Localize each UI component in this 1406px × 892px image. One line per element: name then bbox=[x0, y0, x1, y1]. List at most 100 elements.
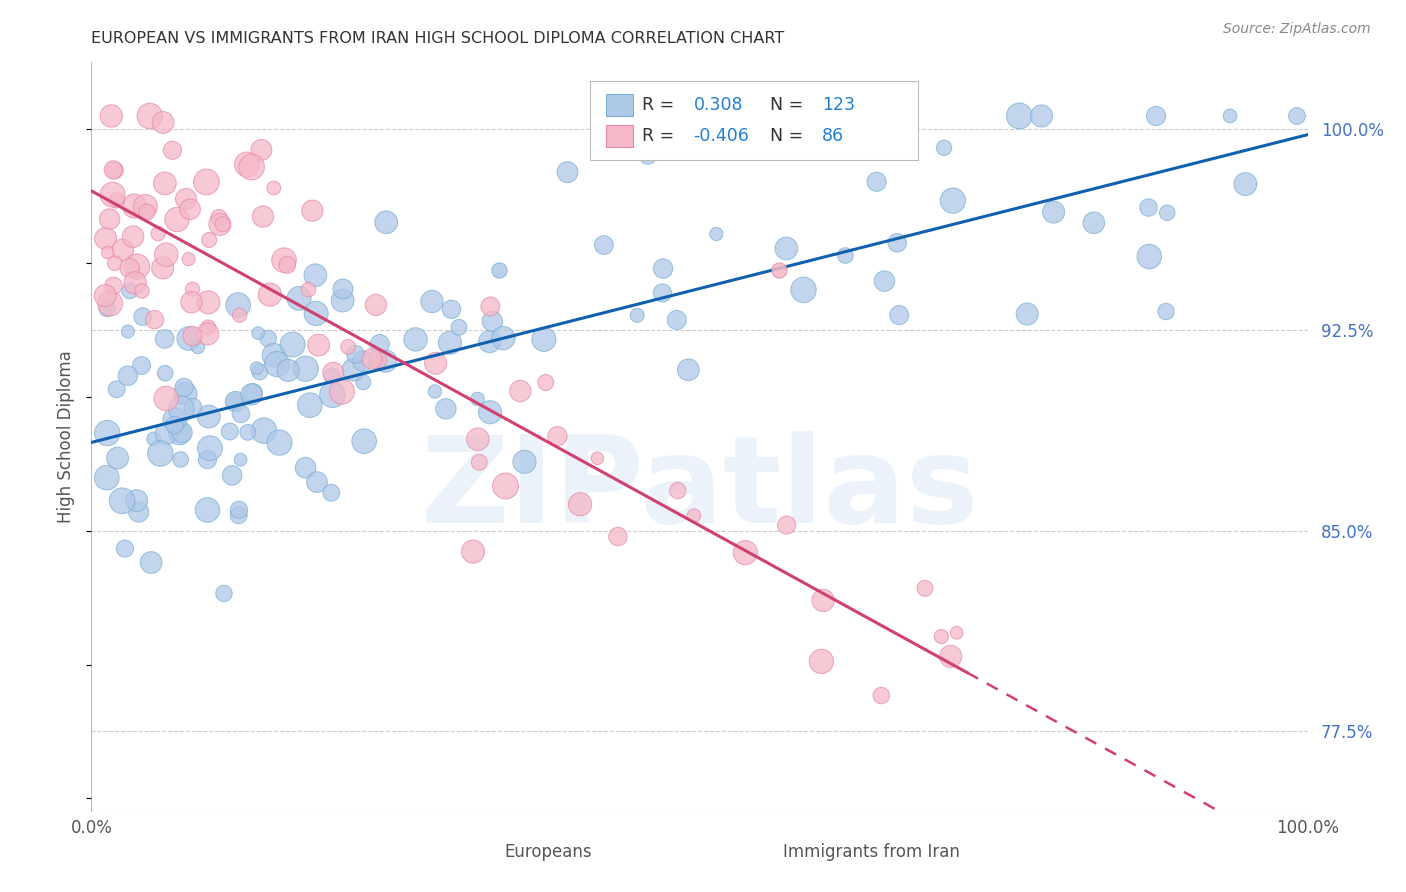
Point bbox=[96, 425, 118, 440]
Point bbox=[277, 363, 299, 377]
Text: ZIPatlas: ZIPatlas bbox=[420, 431, 979, 548]
Point bbox=[236, 425, 259, 440]
Text: 123: 123 bbox=[823, 96, 855, 114]
Point bbox=[153, 177, 176, 191]
Point bbox=[98, 212, 121, 227]
Point bbox=[361, 351, 384, 366]
Point bbox=[586, 451, 609, 466]
Point bbox=[139, 109, 162, 123]
Point bbox=[177, 252, 200, 266]
Point bbox=[353, 434, 375, 449]
Text: N =: N = bbox=[770, 96, 803, 114]
Point bbox=[221, 468, 243, 483]
Point bbox=[637, 148, 659, 162]
Point bbox=[792, 283, 814, 297]
Text: R =: R = bbox=[643, 127, 675, 145]
Point bbox=[103, 278, 125, 293]
Point bbox=[626, 308, 648, 322]
Point bbox=[253, 424, 276, 438]
Point bbox=[218, 425, 240, 439]
Point bbox=[683, 508, 706, 523]
Point bbox=[197, 295, 219, 310]
Point bbox=[810, 655, 832, 669]
Point bbox=[332, 282, 354, 296]
Point bbox=[198, 233, 221, 247]
Point bbox=[177, 331, 200, 345]
Point bbox=[259, 287, 281, 301]
Point bbox=[405, 333, 427, 347]
Point bbox=[775, 242, 797, 256]
Point bbox=[1234, 177, 1257, 191]
Point bbox=[111, 493, 134, 508]
Point bbox=[776, 518, 799, 533]
Point bbox=[114, 541, 136, 556]
Point bbox=[557, 165, 579, 179]
Bar bbox=[606, 125, 633, 147]
Text: 86: 86 bbox=[823, 127, 845, 145]
Point bbox=[592, 238, 614, 252]
Point bbox=[169, 426, 191, 441]
Point bbox=[174, 192, 197, 206]
Point bbox=[945, 625, 967, 640]
Point bbox=[128, 505, 150, 519]
Point bbox=[478, 334, 501, 349]
Point bbox=[149, 446, 172, 460]
Point bbox=[139, 556, 162, 570]
Point bbox=[678, 363, 700, 377]
Point bbox=[197, 452, 219, 467]
Point bbox=[246, 361, 269, 376]
Point bbox=[134, 199, 156, 213]
Point bbox=[294, 361, 316, 376]
Point bbox=[224, 394, 246, 409]
Text: 0.308: 0.308 bbox=[693, 96, 742, 114]
Point bbox=[266, 357, 288, 371]
Point bbox=[163, 412, 186, 426]
Point bbox=[181, 329, 204, 343]
Point bbox=[124, 199, 146, 213]
Point bbox=[1008, 109, 1031, 123]
Point bbox=[226, 298, 249, 312]
Point bbox=[364, 298, 387, 312]
Point bbox=[1137, 250, 1160, 264]
Point bbox=[146, 227, 169, 241]
Point bbox=[197, 326, 219, 341]
Point bbox=[297, 283, 319, 297]
Point bbox=[294, 460, 316, 475]
Point bbox=[240, 160, 263, 174]
Point bbox=[546, 429, 568, 443]
Point bbox=[101, 187, 124, 202]
Point bbox=[652, 261, 675, 276]
Point bbox=[492, 331, 515, 345]
Point bbox=[932, 141, 955, 155]
Point bbox=[434, 401, 457, 416]
Point bbox=[118, 284, 141, 298]
Point bbox=[1285, 109, 1308, 123]
Point bbox=[187, 340, 209, 354]
Point bbox=[105, 382, 128, 396]
Point bbox=[236, 157, 259, 171]
Point bbox=[1144, 109, 1167, 123]
Point bbox=[211, 217, 233, 231]
Point bbox=[228, 503, 250, 517]
Point bbox=[169, 452, 191, 467]
Point bbox=[94, 231, 117, 245]
Point bbox=[122, 229, 145, 244]
Text: Immigrants from Iran: Immigrants from Iran bbox=[783, 843, 960, 861]
FancyBboxPatch shape bbox=[591, 81, 918, 160]
Point bbox=[97, 245, 120, 260]
Point bbox=[447, 320, 470, 334]
Y-axis label: High School Diploma: High School Diploma bbox=[58, 351, 76, 524]
Bar bbox=[606, 94, 633, 116]
Point bbox=[153, 366, 176, 380]
Point bbox=[1083, 216, 1105, 230]
Point bbox=[107, 451, 129, 466]
Point bbox=[104, 256, 127, 270]
Point bbox=[98, 296, 121, 310]
Point bbox=[170, 425, 193, 440]
Point bbox=[155, 248, 177, 262]
Point bbox=[375, 215, 398, 229]
Point bbox=[1031, 109, 1053, 123]
Point bbox=[247, 326, 270, 341]
Point bbox=[305, 475, 328, 489]
Point bbox=[96, 470, 118, 484]
